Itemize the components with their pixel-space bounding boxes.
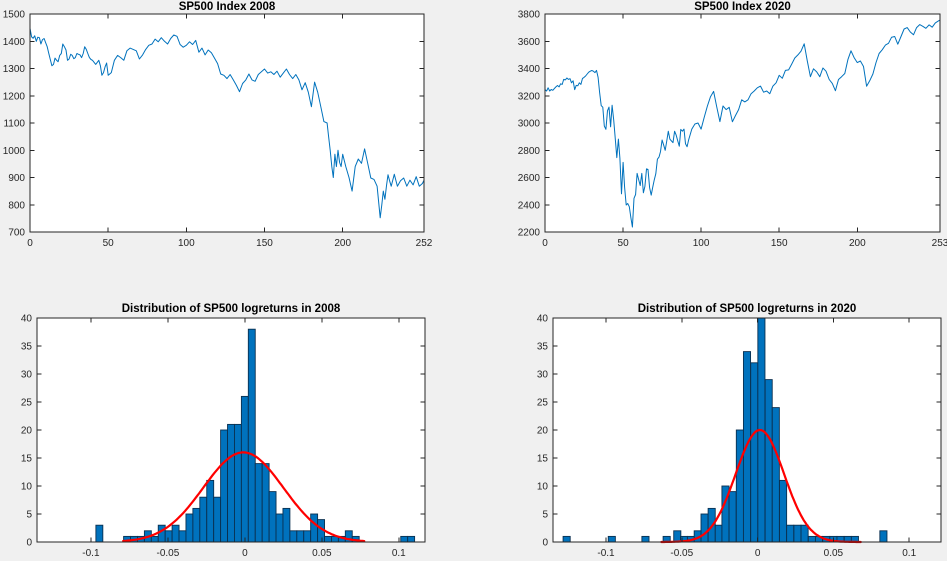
svg-text:1500: 1500 — [3, 10, 26, 21]
logreturns-2020-normal-curve — [660, 428, 862, 544]
chart-logreturns-2008: -0.1 -0.05 0 0.05 0.1 0 5 10 15 20 25 30 35 40 — [21, 314, 426, 560]
svg-text:0: 0 — [242, 548, 248, 559]
svg-text:-0.05: -0.05 — [670, 548, 693, 559]
svg-text:150: 150 — [256, 238, 273, 249]
svg-text:35: 35 — [537, 342, 549, 353]
svg-text:1200: 1200 — [3, 91, 26, 102]
svg-text:200: 200 — [849, 238, 866, 249]
svg-text:1400: 1400 — [3, 37, 26, 48]
svg-text:0: 0 — [26, 538, 32, 549]
logreturns-2008-tick-labels: -0.1 -0.05 0 0.05 0.1 0 5 10 15 20 25 30 35 40 — [21, 314, 406, 560]
svg-text:10: 10 — [537, 482, 549, 493]
chart-sp500-2008: 0 50 100 150 200 252 700 800 900 1000 1100 1200 1300… — [3, 10, 433, 250]
svg-text:-0.1: -0.1 — [82, 548, 100, 559]
svg-text:0.1: 0.1 — [902, 548, 916, 559]
chart-title-sp500-2008: SP500 Index 2008 — [178, 1, 276, 13]
svg-text:1000: 1000 — [3, 146, 26, 157]
svg-text:200: 200 — [334, 238, 351, 249]
svg-text:2200: 2200 — [518, 228, 541, 239]
svg-text:5: 5 — [542, 510, 548, 521]
svg-text:1100: 1100 — [3, 119, 25, 130]
svg-text:5: 5 — [26, 510, 32, 521]
svg-text:0: 0 — [27, 238, 33, 249]
svg-text:30: 30 — [537, 370, 549, 381]
svg-text:100: 100 — [693, 238, 710, 249]
svg-text:3600: 3600 — [518, 37, 541, 48]
svg-text:150: 150 — [771, 238, 788, 249]
chart-title-sp500-2020: SP500 Index 2020 — [694, 1, 791, 13]
svg-text:252: 252 — [416, 238, 433, 249]
sp500-2020-tick-labels: 0 50 100 150 200 253 2200 2400 2600 2800 3000 3200 3… — [518, 10, 947, 250]
svg-text:50: 50 — [618, 238, 630, 249]
svg-text:35: 35 — [21, 342, 33, 353]
sp500-2008-line — [29, 28, 425, 219]
svg-text:15: 15 — [21, 454, 33, 465]
svg-text:100: 100 — [178, 238, 195, 249]
logreturns-2020-ticks — [553, 317, 941, 543]
svg-text:30: 30 — [21, 370, 33, 381]
svg-text:25: 25 — [537, 398, 549, 409]
svg-text:25: 25 — [21, 398, 33, 409]
svg-text:1300: 1300 — [3, 64, 26, 75]
svg-text:0: 0 — [542, 538, 548, 549]
svg-text:3800: 3800 — [518, 10, 541, 21]
svg-text:2600: 2600 — [518, 173, 541, 184]
svg-text:700: 700 — [8, 228, 25, 239]
svg-text:20: 20 — [21, 426, 33, 437]
svg-text:0.05: 0.05 — [824, 548, 844, 559]
svg-text:-0.05: -0.05 — [157, 548, 180, 559]
svg-text:40: 40 — [537, 314, 549, 325]
svg-text:900: 900 — [8, 173, 25, 184]
logreturns-2008-normal-curve — [122, 451, 366, 543]
svg-text:2800: 2800 — [518, 146, 541, 157]
sp500-2008-ticks — [29, 13, 425, 233]
svg-text:50: 50 — [103, 238, 115, 249]
svg-text:10: 10 — [21, 482, 33, 493]
svg-text:253: 253 — [932, 238, 947, 249]
sp500-2020-ticks — [544, 13, 941, 233]
svg-text:2400: 2400 — [518, 200, 541, 211]
svg-text:3400: 3400 — [518, 64, 541, 75]
svg-text:20: 20 — [537, 426, 549, 437]
svg-text:0.1: 0.1 — [392, 548, 406, 559]
logreturns-2020-tick-labels: -0.1 -0.05 0 0.05 0.1 0 5 10 15 20 25 30 35 40 — [537, 314, 917, 560]
chart-title-logreturns-2020: Distribution of SP500 logreturns in 2020 — [637, 303, 857, 315]
sp500-2020-line — [544, 19, 941, 228]
svg-text:800: 800 — [8, 200, 25, 211]
svg-text:40: 40 — [21, 314, 33, 325]
chart-title-logreturns-2008: Distribution of SP500 logreturns in 2008 — [121, 303, 341, 315]
chart-logreturns-2020: -0.1 -0.05 0 0.05 0.1 0 5 10 15 20 25 30 35 40 — [537, 314, 942, 560]
sp500-2008-tick-labels: 0 50 100 150 200 252 700 800 900 1000 1100 1200 1300… — [3, 10, 433, 250]
svg-text:-0.1: -0.1 — [597, 548, 615, 559]
svg-text:0: 0 — [755, 548, 761, 559]
svg-text:0: 0 — [542, 238, 548, 249]
logreturns-2008-ticks — [37, 317, 425, 543]
sp500-2008-plot-area — [30, 14, 424, 232]
svg-text:15: 15 — [537, 454, 549, 465]
svg-text:0.05: 0.05 — [312, 548, 332, 559]
chart-sp500-2020: 0 50 100 150 200 253 2200 2400 2600 2800 3000 3200 3… — [518, 10, 947, 250]
svg-text:3200: 3200 — [518, 91, 541, 102]
svg-text:3000: 3000 — [518, 119, 541, 130]
